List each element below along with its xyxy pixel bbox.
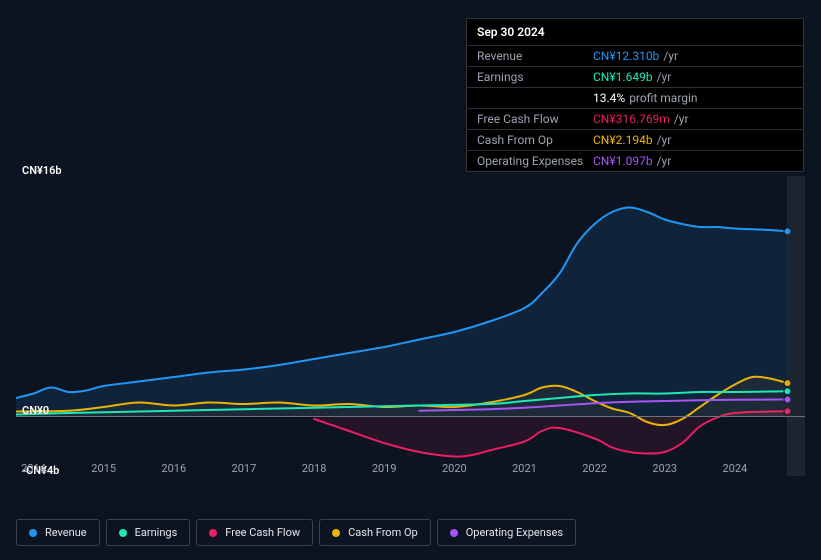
legend-item-earnings[interactable]: Earnings — [106, 519, 191, 546]
tooltip-metric-label: Free Cash Flow — [477, 112, 593, 126]
legend-item-fcf[interactable]: Free Cash Flow — [196, 519, 313, 546]
x-axis-tick: 2020 — [442, 462, 467, 475]
tooltip-row: EarningsCN¥1.649b/yr — [467, 66, 803, 87]
legend-dot-icon — [332, 529, 340, 537]
x-axis-tick: 2024 — [722, 462, 747, 475]
tooltip-metric-label: Revenue — [477, 49, 593, 63]
x-axis-tick: 2016 — [161, 462, 186, 475]
legend-dot-icon — [119, 529, 127, 537]
legend-item-revenue[interactable]: Revenue — [16, 519, 100, 546]
legend-dot-icon — [209, 529, 217, 537]
legend-label: Earnings — [135, 526, 178, 539]
chart-plot[interactable] — [16, 176, 805, 476]
tooltip-metric-value: 13.4% — [593, 91, 625, 105]
y-axis-label: CN¥0 — [22, 404, 49, 417]
x-axis-tick: 2022 — [582, 462, 607, 475]
legend-label: Operating Expenses — [466, 526, 563, 539]
tooltip-metric-label — [477, 91, 593, 105]
x-axis: 2014 2015 2016 2017 2018 2019 2020 2021 2022 2023… — [16, 462, 805, 480]
y-axis-label: CN¥16b — [22, 164, 62, 177]
tooltip-date: Sep 30 2024 — [467, 19, 803, 45]
tooltip-row: 13.4% profit margin — [467, 87, 803, 108]
tooltip-metric-label: Cash From Op — [477, 133, 593, 147]
data-tooltip: Sep 30 2024 RevenueCN¥12.310b/yrEarnings… — [466, 18, 804, 172]
tooltip-metric-suffix: profit margin — [629, 91, 697, 105]
tooltip-rows: RevenueCN¥12.310b/yrEarningsCN¥1.649b/yr… — [467, 45, 803, 171]
tooltip-metric-suffix: /yr — [674, 112, 689, 126]
tooltip-row: RevenueCN¥12.310b/yr — [467, 45, 803, 66]
x-axis-tick: 2015 — [91, 462, 116, 475]
tooltip-metric-value: CN¥316.769m — [593, 112, 670, 126]
x-axis-tick: 2017 — [232, 462, 257, 475]
chart-svg — [16, 176, 805, 476]
legend-item-cashop[interactable]: Cash From Op — [319, 519, 431, 546]
x-axis-tick: 2021 — [512, 462, 537, 475]
financials-chart: CN¥16bCN¥0-CN¥4b 20142015201620172018201… — [16, 158, 805, 480]
tooltip-metric-value: CN¥2.194b — [593, 133, 653, 147]
legend-item-opex[interactable]: Operating Expenses — [437, 519, 576, 546]
zero-gridline — [16, 416, 805, 417]
tooltip-metric-value: CN¥12.310b — [593, 49, 659, 63]
forecast-band — [787, 176, 805, 476]
tooltip-metric-value: CN¥1.649b — [593, 70, 653, 84]
chart-legend: Revenue Earnings Free Cash Flow Cash From O… — [16, 519, 576, 546]
tooltip-row: Free Cash FlowCN¥316.769m/yr — [467, 108, 803, 129]
x-axis-tick: 2019 — [372, 462, 397, 475]
tooltip-metric-suffix: /yr — [657, 133, 672, 147]
tooltip-metric-label: Earnings — [477, 70, 593, 84]
tooltip-metric-suffix: /yr — [657, 70, 672, 84]
legend-label: Free Cash Flow — [225, 526, 300, 539]
legend-dot-icon — [450, 529, 458, 537]
x-axis-tick: 2014 — [21, 462, 46, 475]
legend-dot-icon — [29, 529, 37, 537]
x-axis-tick: 2023 — [652, 462, 677, 475]
legend-label: Revenue — [45, 526, 87, 539]
tooltip-row: Cash From OpCN¥2.194b/yr — [467, 129, 803, 150]
legend-label: Cash From Op — [348, 526, 418, 539]
x-axis-tick: 2018 — [302, 462, 327, 475]
tooltip-metric-suffix: /yr — [663, 49, 678, 63]
